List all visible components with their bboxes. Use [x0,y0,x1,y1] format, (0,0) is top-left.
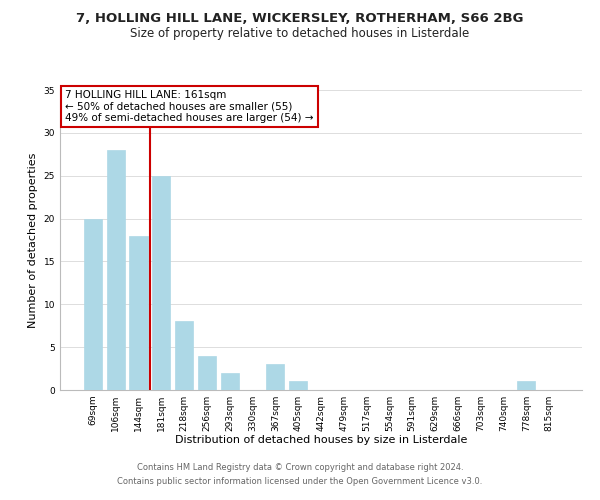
Bar [289,382,307,390]
Bar [517,382,535,390]
Bar [221,373,239,390]
Text: Size of property relative to detached houses in Listerdale: Size of property relative to detached ho… [130,28,470,40]
Text: 7 HOLLING HILL LANE: 161sqm
← 50% of detached houses are smaller (55)
49% of sem: 7 HOLLING HILL LANE: 161sqm ← 50% of det… [65,90,314,123]
Bar [130,236,148,390]
Bar [175,322,193,390]
Text: 7, HOLLING HILL LANE, WICKERSLEY, ROTHERHAM, S66 2BG: 7, HOLLING HILL LANE, WICKERSLEY, ROTHER… [76,12,524,26]
Text: Contains public sector information licensed under the Open Government Licence v3: Contains public sector information licen… [118,477,482,486]
Text: Contains HM Land Registry data © Crown copyright and database right 2024.: Contains HM Land Registry data © Crown c… [137,464,463,472]
Bar [84,218,102,390]
Bar [266,364,284,390]
Y-axis label: Number of detached properties: Number of detached properties [28,152,38,328]
Bar [198,356,216,390]
X-axis label: Distribution of detached houses by size in Listerdale: Distribution of detached houses by size … [175,436,467,446]
Bar [107,150,125,390]
Bar [152,176,170,390]
